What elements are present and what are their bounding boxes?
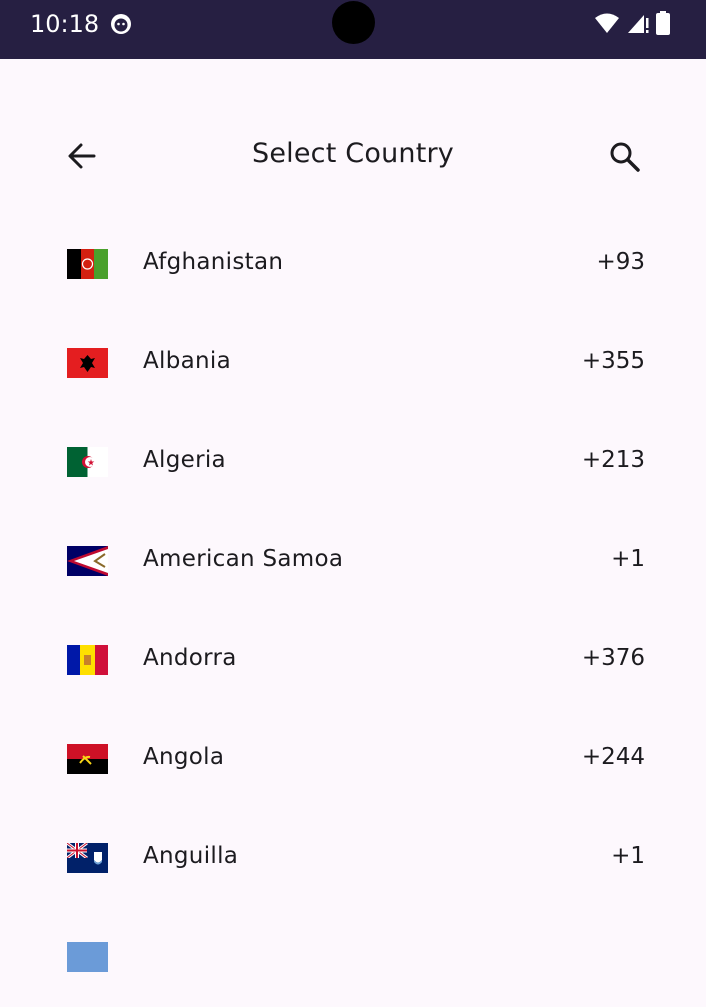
angola-flag-icon (67, 744, 108, 774)
country-name: Angola (143, 744, 225, 770)
status-time: 10:18 (30, 10, 100, 38)
arrow-back-icon (68, 143, 96, 169)
country-row-algeria[interactable]: Algeria +213 (0, 413, 706, 512)
country-dial-code: +376 (581, 645, 645, 671)
page-title: Select Country (252, 138, 454, 169)
country-name: Anguilla (143, 843, 239, 869)
american-samoa-flag-icon (67, 546, 108, 576)
signal-icon (628, 15, 649, 33)
anguilla-flag-icon (67, 843, 108, 873)
country-row-anguilla[interactable]: Anguilla +1 (0, 809, 706, 908)
country-row-afghanistan[interactable]: Afghanistan +93 (0, 215, 706, 314)
andorra-flag-icon (67, 645, 108, 675)
afghanistan-flag-icon (67, 249, 108, 279)
status-bar: 10:18 (0, 0, 706, 59)
country-row-albania[interactable]: Albania +355 (0, 314, 706, 413)
country-dial-code: +213 (581, 447, 645, 473)
country-row-american-samoa[interactable]: American Samoa +1 (0, 512, 706, 611)
country-name: Andorra (143, 645, 237, 671)
country-name: Algeria (143, 447, 226, 473)
notification-cat-icon (111, 14, 131, 34)
country-row-partial[interactable] (0, 908, 706, 1007)
country-row-angola[interactable]: Angola +244 (0, 710, 706, 809)
camera-cutout (332, 1, 375, 44)
country-dial-code: +93 (596, 249, 645, 275)
country-dial-code: +1 (611, 546, 645, 572)
search-icon (610, 142, 640, 172)
status-icons (594, 10, 670, 36)
country-dial-code: +355 (581, 348, 645, 374)
albania-flag-icon (67, 348, 108, 378)
country-name: Albania (143, 348, 231, 374)
battery-icon (656, 11, 670, 35)
partial-flag-icon (67, 942, 108, 972)
country-row-andorra[interactable]: Andorra +376 (0, 611, 706, 710)
wifi-icon (595, 13, 619, 33)
country-dial-code: +244 (581, 744, 645, 770)
country-name: American Samoa (143, 546, 344, 572)
country-dial-code: +1 (611, 843, 645, 869)
back-button[interactable] (62, 136, 102, 176)
algeria-flag-icon (67, 447, 108, 477)
top-app-bar: Select Country (0, 118, 706, 198)
search-button[interactable] (604, 136, 644, 176)
country-name: Afghanistan (143, 249, 284, 275)
